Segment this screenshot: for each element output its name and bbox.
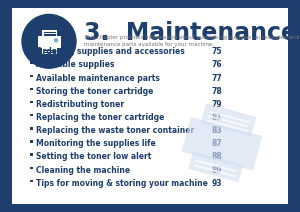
Text: Storing the toner cartridge: Storing the toner cartridge <box>36 87 153 96</box>
Text: Setting the toner low alert: Setting the toner low alert <box>36 152 152 161</box>
FancyBboxPatch shape <box>182 117 262 171</box>
Text: Cleaning the machine: Cleaning the machine <box>36 166 130 174</box>
FancyBboxPatch shape <box>30 101 32 103</box>
Circle shape <box>55 39 58 42</box>
FancyBboxPatch shape <box>38 36 61 48</box>
Text: Replacing the waste toner container: Replacing the waste toner container <box>36 126 194 135</box>
FancyBboxPatch shape <box>41 30 56 37</box>
FancyBboxPatch shape <box>30 114 32 116</box>
Text: 77: 77 <box>212 74 223 82</box>
Text: Ordering supplies and accessories: Ordering supplies and accessories <box>36 47 185 56</box>
FancyBboxPatch shape <box>30 88 32 90</box>
FancyBboxPatch shape <box>30 48 32 51</box>
FancyBboxPatch shape <box>9 6 291 206</box>
Text: Available maintenance parts: Available maintenance parts <box>36 74 160 82</box>
Circle shape <box>22 14 76 68</box>
Text: Tips for moving & storing your machine: Tips for moving & storing your machine <box>36 179 208 188</box>
FancyBboxPatch shape <box>30 166 32 169</box>
Text: 3.  Maintenance: 3. Maintenance <box>84 21 297 45</box>
Text: 79: 79 <box>212 100 223 109</box>
FancyBboxPatch shape <box>30 153 32 156</box>
Text: 93: 93 <box>212 179 223 188</box>
FancyBboxPatch shape <box>30 127 32 130</box>
Text: This chapter provides information about purchasing supplies, accessories and mai: This chapter provides information about … <box>84 35 299 47</box>
FancyBboxPatch shape <box>201 103 256 136</box>
Text: 76: 76 <box>212 60 223 69</box>
FancyBboxPatch shape <box>30 180 32 182</box>
Text: Replacing the toner cartridge: Replacing the toner cartridge <box>36 113 164 122</box>
Text: 83: 83 <box>212 126 223 135</box>
FancyBboxPatch shape <box>188 152 243 182</box>
Text: 89: 89 <box>212 166 223 174</box>
FancyBboxPatch shape <box>41 48 56 54</box>
Text: 88: 88 <box>212 152 223 161</box>
FancyBboxPatch shape <box>30 75 32 77</box>
Text: Available supplies: Available supplies <box>36 60 114 69</box>
Text: 75: 75 <box>212 47 223 56</box>
Text: 87: 87 <box>212 139 223 148</box>
FancyBboxPatch shape <box>30 140 32 143</box>
Text: Monitoring the supplies life: Monitoring the supplies life <box>36 139 156 148</box>
FancyBboxPatch shape <box>30 61 32 64</box>
Text: 81: 81 <box>212 113 223 122</box>
Text: 78: 78 <box>212 87 223 96</box>
Text: Redistributing toner: Redistributing toner <box>36 100 124 109</box>
